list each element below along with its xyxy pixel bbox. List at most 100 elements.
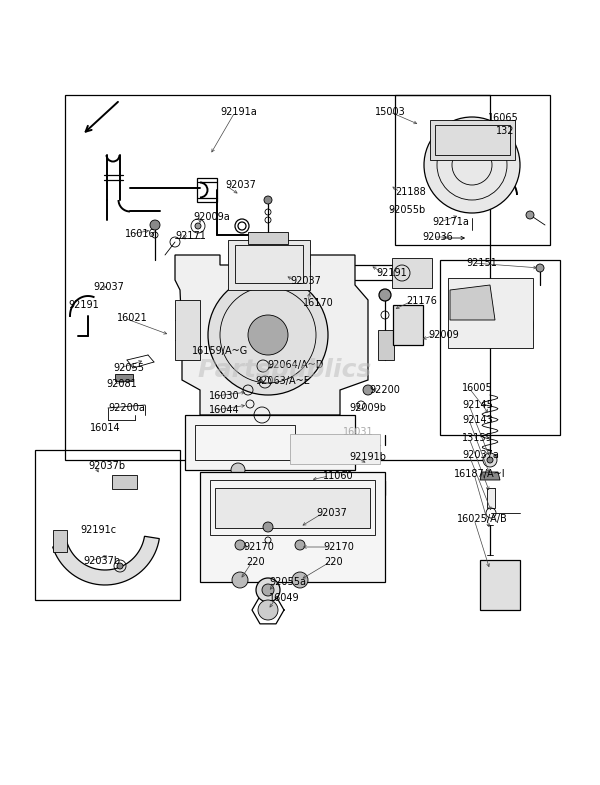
Text: 92037b: 92037b	[83, 556, 120, 566]
Text: 16044: 16044	[209, 405, 239, 415]
Circle shape	[262, 584, 274, 596]
Circle shape	[258, 600, 278, 620]
Circle shape	[263, 522, 273, 532]
Text: 92009a: 92009a	[193, 212, 230, 222]
Polygon shape	[175, 255, 368, 415]
Text: 16065: 16065	[488, 113, 519, 123]
Text: 92055: 92055	[113, 363, 144, 373]
Bar	[448, 278, 533, 348]
Text: 92036: 92036	[422, 232, 453, 242]
Circle shape	[235, 540, 245, 550]
Bar	[248, 232, 288, 244]
Circle shape	[536, 264, 544, 272]
Bar	[235, 245, 303, 283]
Circle shape	[526, 211, 534, 219]
Text: 92143: 92143	[462, 415, 493, 425]
Circle shape	[363, 385, 373, 395]
Text: 92191c: 92191c	[80, 525, 116, 535]
Text: 92081: 92081	[106, 379, 137, 389]
Circle shape	[379, 289, 391, 301]
Text: 92191b: 92191b	[349, 452, 386, 462]
Bar	[290, 434, 380, 464]
Text: 92200: 92200	[369, 385, 400, 395]
Text: 16016: 16016	[125, 229, 155, 239]
Bar	[393, 305, 423, 345]
Circle shape	[150, 220, 160, 230]
Text: 11060: 11060	[323, 471, 353, 481]
Text: 92037: 92037	[316, 508, 347, 518]
Text: 13159: 13159	[462, 433, 493, 443]
Bar	[200, 472, 385, 582]
Text: 15003: 15003	[375, 107, 406, 117]
Text: 16030: 16030	[209, 391, 239, 401]
Text: 92009b: 92009b	[349, 403, 386, 413]
Text: 92055a: 92055a	[269, 577, 306, 587]
Text: 92037: 92037	[225, 180, 256, 190]
Circle shape	[195, 223, 201, 229]
Circle shape	[208, 275, 328, 395]
Bar	[65, 95, 490, 460]
Text: 16049: 16049	[269, 593, 299, 603]
Bar	[480, 560, 520, 610]
Bar	[210, 480, 375, 535]
Text: 92145: 92145	[462, 400, 493, 410]
Polygon shape	[450, 285, 495, 320]
Text: 16170: 16170	[303, 298, 334, 308]
Circle shape	[424, 117, 520, 213]
Text: 92170: 92170	[323, 542, 354, 552]
Circle shape	[256, 578, 280, 602]
Text: 92191a: 92191a	[220, 107, 257, 117]
Circle shape	[117, 563, 123, 569]
Text: 92009: 92009	[428, 330, 459, 340]
Text: 92037a: 92037a	[462, 450, 499, 460]
Text: 16005: 16005	[462, 383, 493, 393]
Text: 92037b: 92037b	[88, 461, 125, 471]
Circle shape	[248, 315, 288, 355]
Bar	[112, 475, 137, 489]
Text: 92200a: 92200a	[108, 403, 145, 413]
Text: 92064/A~D: 92064/A~D	[267, 360, 323, 370]
Bar	[175, 300, 200, 360]
Text: 16187/A~I: 16187/A~I	[454, 469, 506, 479]
Bar	[185, 415, 355, 470]
Circle shape	[487, 457, 493, 463]
Text: 16021: 16021	[117, 313, 148, 323]
Text: 92037: 92037	[290, 276, 321, 286]
Bar	[215, 488, 370, 528]
Text: 21188: 21188	[395, 187, 426, 197]
Text: 21176: 21176	[406, 296, 437, 306]
Polygon shape	[480, 472, 500, 480]
Bar	[435, 125, 510, 155]
Bar	[440, 260, 560, 435]
Text: 92055b: 92055b	[388, 205, 425, 215]
Circle shape	[232, 572, 248, 588]
Text: 92191: 92191	[376, 268, 407, 278]
Bar	[115, 374, 133, 381]
Text: 92037: 92037	[93, 282, 124, 292]
Text: Parts​publics: Parts​publics	[199, 358, 371, 382]
Text: 92171a: 92171a	[432, 217, 469, 227]
Bar	[487, 488, 495, 508]
Text: 92063/A~E: 92063/A~E	[255, 376, 310, 386]
Text: 16159/A~G: 16159/A~G	[192, 346, 248, 356]
Bar	[395, 95, 550, 245]
Text: 16014: 16014	[90, 423, 121, 433]
Bar	[195, 425, 295, 460]
Text: 92170: 92170	[243, 542, 274, 552]
Text: 92191: 92191	[68, 300, 99, 310]
Bar	[228, 240, 310, 290]
Bar	[53, 530, 67, 552]
Circle shape	[292, 572, 308, 588]
Polygon shape	[53, 536, 160, 585]
Bar	[430, 120, 515, 160]
Text: 220: 220	[246, 557, 265, 567]
Text: 220: 220	[324, 557, 343, 567]
Text: 92151: 92151	[466, 258, 497, 268]
Text: 132: 132	[496, 126, 515, 136]
Bar	[197, 178, 217, 202]
Circle shape	[295, 540, 305, 550]
Circle shape	[231, 463, 245, 477]
Bar	[392, 258, 432, 288]
Text: 16025/A/B: 16025/A/B	[457, 514, 508, 524]
Bar	[378, 330, 394, 360]
